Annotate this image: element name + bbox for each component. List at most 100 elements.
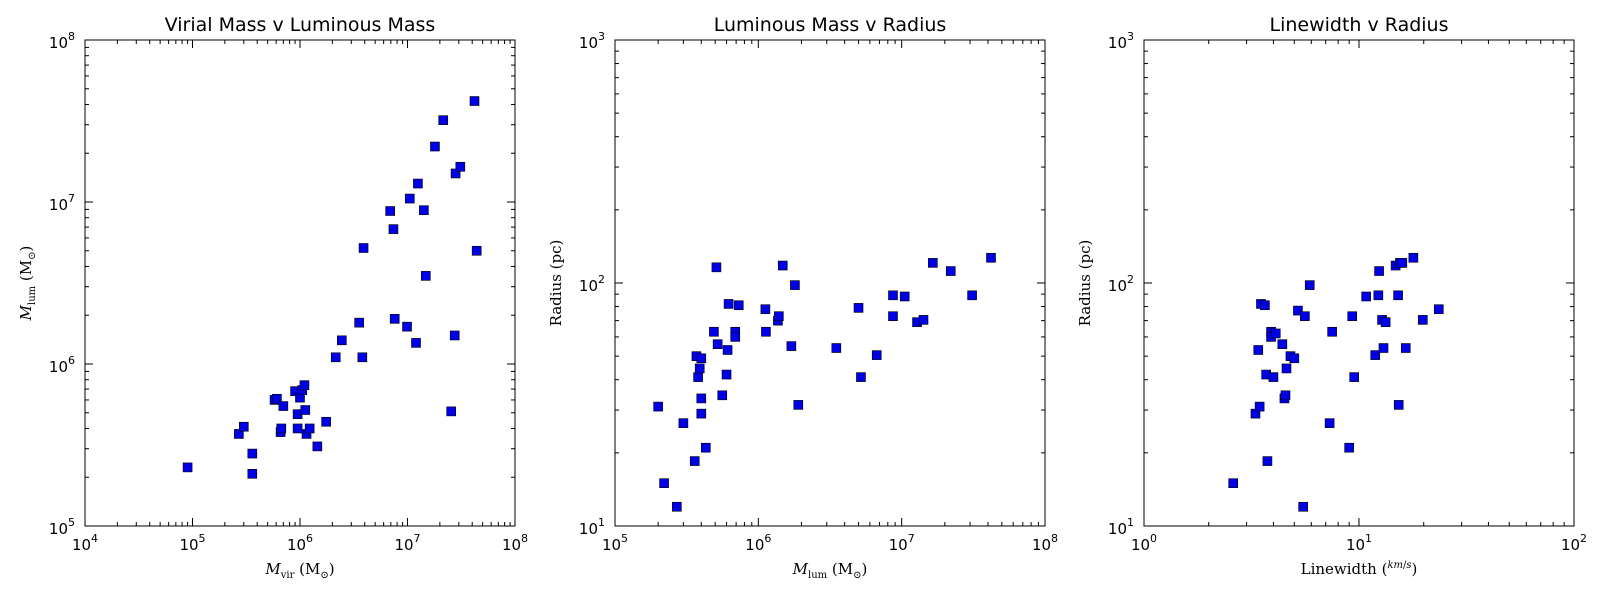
data-point xyxy=(689,456,700,466)
data-point xyxy=(774,311,784,322)
data-point xyxy=(455,161,466,172)
x-tick-label: 104 xyxy=(72,532,98,554)
data-point xyxy=(411,338,421,348)
x-tick-label: 105 xyxy=(602,532,628,554)
data-point xyxy=(700,442,711,453)
data-point xyxy=(430,141,440,152)
data-point xyxy=(292,423,303,434)
x-tick-label: 101 xyxy=(1346,532,1372,554)
data-point xyxy=(1324,418,1335,428)
data-point xyxy=(247,448,258,459)
data-point xyxy=(1393,290,1403,301)
data-point xyxy=(1373,290,1384,301)
data-point xyxy=(1374,266,1384,276)
data-point xyxy=(1397,258,1408,268)
data-point xyxy=(1349,372,1360,382)
data-point xyxy=(1281,363,1292,374)
data-point xyxy=(717,390,728,401)
data-point xyxy=(1298,501,1308,512)
data-point xyxy=(182,462,193,473)
data-point xyxy=(388,224,399,234)
x-tick-label: 105 xyxy=(179,532,205,554)
data-point xyxy=(337,335,347,346)
data-point xyxy=(1344,442,1354,453)
data-point xyxy=(888,311,898,322)
data-point xyxy=(1228,478,1239,489)
data-point xyxy=(354,317,364,328)
x-tick-label: 108 xyxy=(1032,532,1058,554)
data-point xyxy=(1417,315,1428,325)
data-point xyxy=(404,193,415,204)
data-point xyxy=(712,339,723,349)
data-point xyxy=(888,290,898,301)
data-point xyxy=(1370,350,1381,360)
data-point xyxy=(300,405,311,415)
data-point xyxy=(358,243,369,253)
x-tick-label: 108 xyxy=(502,532,528,554)
data-point xyxy=(899,291,910,302)
data-point xyxy=(234,429,244,439)
x-axis-label: Mvir (M⊙) xyxy=(264,560,334,581)
data-point xyxy=(446,406,457,417)
data-point xyxy=(1262,456,1273,466)
data-point xyxy=(696,353,707,364)
data-point xyxy=(1327,326,1337,337)
data-point xyxy=(357,352,368,363)
y-axis-label: Radius (pc) xyxy=(547,240,565,327)
data-point xyxy=(696,408,707,419)
data-point xyxy=(272,393,282,404)
data-point xyxy=(856,372,866,382)
x-tick-label: 102 xyxy=(1561,532,1587,554)
data-point xyxy=(777,260,788,271)
data-point xyxy=(721,369,732,380)
data-point xyxy=(730,332,741,342)
data-point xyxy=(928,258,938,268)
data-point xyxy=(1300,311,1310,322)
data-point xyxy=(330,352,341,363)
x-tick-label: 106 xyxy=(287,532,313,554)
x-axis-label: Linewidth (km/s) xyxy=(1301,560,1418,578)
data-point xyxy=(1277,339,1288,349)
data-point xyxy=(1393,400,1404,410)
chart-title: Luminous Mass v Radius xyxy=(714,14,947,36)
data-point xyxy=(672,501,682,512)
data-point xyxy=(385,206,395,216)
data-point xyxy=(1361,291,1371,302)
data-point xyxy=(831,343,842,353)
data-point xyxy=(276,423,287,434)
data-point xyxy=(723,299,734,309)
y-tick-label: 106 xyxy=(49,354,75,376)
chart-title: Virial Mass v Luminous Mass xyxy=(165,14,436,36)
data-point xyxy=(389,314,400,324)
chart-panel-2: 105 106 107 108 101 102 103 Luminous Mass v Rad… xyxy=(547,14,1058,581)
x-tick-label: 100 xyxy=(1131,532,1157,554)
data-point xyxy=(793,400,804,410)
data-point xyxy=(986,252,996,263)
data-point xyxy=(419,205,429,215)
data-point xyxy=(304,423,315,434)
data-point xyxy=(945,266,956,276)
y-axis-label: Radius (pc) xyxy=(1076,240,1094,327)
data-point xyxy=(853,303,864,313)
data-point xyxy=(1260,300,1270,311)
data-point xyxy=(709,326,719,337)
plot-frame xyxy=(614,39,1046,527)
data-point xyxy=(321,416,331,427)
data-point xyxy=(871,350,882,360)
data-point xyxy=(761,326,771,337)
y-tick-label: 101 xyxy=(579,516,605,538)
data-point xyxy=(918,315,929,325)
data-point xyxy=(438,115,449,125)
data-point xyxy=(694,363,705,374)
data-point xyxy=(469,96,480,106)
data-point xyxy=(678,418,689,428)
data-point xyxy=(1378,343,1389,353)
x-tick-label: 106 xyxy=(745,532,771,554)
x-tick-label: 107 xyxy=(889,532,915,554)
y-tick-label: 103 xyxy=(1108,30,1134,52)
data-point xyxy=(278,401,289,411)
data-point xyxy=(722,345,733,355)
